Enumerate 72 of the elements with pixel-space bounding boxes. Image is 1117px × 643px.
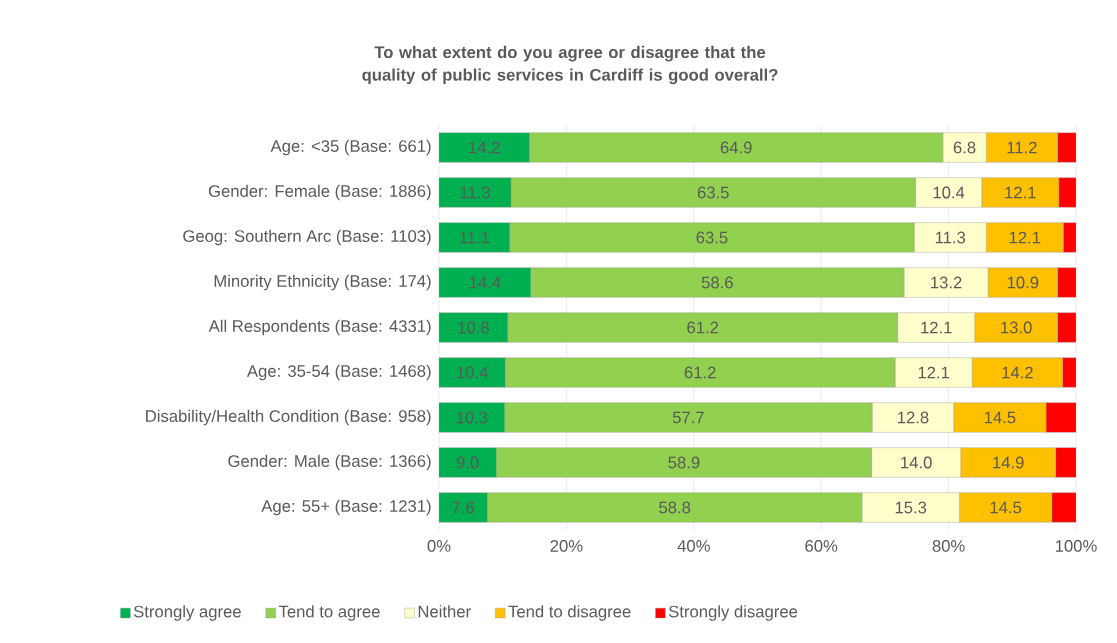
data-label: 14.4 bbox=[469, 276, 501, 289]
data-label: 15.3 bbox=[895, 501, 927, 514]
legend-label: Tend to disagree bbox=[508, 605, 631, 621]
data-label: 9.0 bbox=[456, 456, 479, 469]
data-label: 11.2 bbox=[1007, 141, 1037, 154]
x-tick-label: 100% bbox=[1055, 540, 1097, 552]
legend-label: Tend to agree bbox=[278, 605, 380, 621]
y-tick-label: Disability/Health Condition (Base: 958) bbox=[146, 409, 431, 426]
data-label: 13.2 bbox=[931, 276, 962, 289]
data-label: 10.8 bbox=[458, 321, 489, 334]
bar bbox=[1051, 492, 1077, 523]
y-tick-label: Age: <35 (Base: 661) bbox=[270, 139, 431, 156]
legend-label: Strongly agree bbox=[133, 605, 241, 621]
x-tick-label: 80% bbox=[932, 540, 965, 552]
x-tick-label: 20% bbox=[550, 540, 583, 552]
y-tick-label: All Respondents (Base: 4331) bbox=[208, 319, 431, 336]
bar bbox=[1057, 312, 1077, 343]
data-label: 12.1 bbox=[921, 321, 952, 334]
data-label: 61.2 bbox=[687, 321, 719, 334]
bar bbox=[439, 177, 512, 208]
data-label: 58.8 bbox=[659, 501, 691, 514]
data-label: 12.1 bbox=[918, 366, 950, 379]
data-label: 10.9 bbox=[1007, 276, 1039, 289]
data-label: 10.3 bbox=[456, 411, 488, 424]
bar bbox=[439, 402, 505, 433]
bar bbox=[439, 132, 530, 163]
bar bbox=[439, 357, 506, 388]
data-label: 11.3 bbox=[460, 186, 490, 199]
data-label: 58.9 bbox=[668, 456, 700, 469]
data-label: 14.2 bbox=[469, 141, 500, 154]
data-label: 58.6 bbox=[701, 276, 733, 289]
bar bbox=[1055, 447, 1077, 478]
x-tick-label: 0% bbox=[427, 540, 451, 552]
data-label: 63.5 bbox=[697, 186, 729, 199]
legend-label: Strongly disagree bbox=[668, 605, 798, 621]
data-label: 12.1 bbox=[1005, 186, 1036, 199]
data-label: 14.0 bbox=[901, 456, 932, 469]
data-label: 10.4 bbox=[933, 186, 965, 199]
data-label: 61.2 bbox=[684, 366, 716, 379]
data-label: 6.8 bbox=[953, 141, 976, 154]
data-label: 14.5 bbox=[990, 501, 1022, 514]
x-tick-label: 40% bbox=[677, 540, 710, 552]
bar bbox=[1045, 402, 1077, 433]
bar bbox=[439, 492, 488, 523]
bar bbox=[1058, 177, 1077, 208]
y-tick-label: Gender: Female (Base: 1886) bbox=[208, 184, 431, 201]
y-tick-label: Age: 55+ (Base: 1231) bbox=[261, 499, 431, 516]
data-label: 11.1 bbox=[460, 231, 490, 244]
bar bbox=[1057, 267, 1077, 298]
data-label: 64.9 bbox=[720, 141, 752, 154]
legend-label: Neither bbox=[418, 605, 471, 618]
y-tick-label: Minority Ethnicity (Base: 174) bbox=[214, 274, 431, 291]
bar bbox=[439, 447, 497, 478]
y-tick-label: Gender: Male (Base: 1366) bbox=[228, 454, 431, 471]
data-label: 13.0 bbox=[1001, 321, 1032, 334]
bar bbox=[439, 267, 531, 298]
data-label: 10.4 bbox=[457, 366, 488, 379]
data-label: 14.2 bbox=[1002, 366, 1033, 379]
data-label: 14.5 bbox=[984, 411, 1016, 424]
data-label: 63.5 bbox=[696, 231, 728, 244]
bar bbox=[439, 222, 510, 253]
y-tick-label: Geog: Southern Arc (Base: 1103) bbox=[183, 229, 431, 246]
chart-title: To what extent do you agree or disagree that the quality of public services in Cardiff is good overall? bbox=[362, 45, 778, 85]
data-label: 12.1 bbox=[1009, 231, 1041, 244]
data-label: 57.7 bbox=[672, 411, 704, 424]
data-label: 12.8 bbox=[897, 411, 929, 424]
y-tick-label: Age: 35-54 (Base: 1468) bbox=[246, 364, 431, 381]
bar bbox=[1057, 132, 1077, 163]
data-label: 14.9 bbox=[993, 456, 1024, 469]
x-tick-label: 60% bbox=[805, 540, 838, 552]
data-label: 11.3 bbox=[935, 231, 966, 244]
data-label: 7.6 bbox=[452, 501, 475, 514]
